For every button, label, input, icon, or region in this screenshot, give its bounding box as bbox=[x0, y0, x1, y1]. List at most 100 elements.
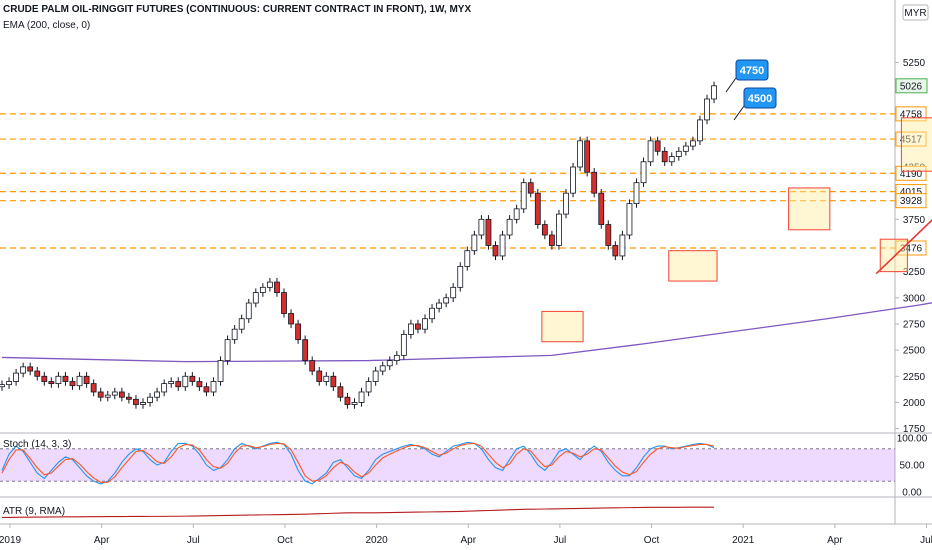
time-tick-label: 2020 bbox=[365, 535, 388, 546]
atr-legend: ATR (9, RMA) bbox=[3, 506, 66, 517]
level-tag-box bbox=[895, 193, 927, 209]
candle bbox=[69, 377, 76, 390]
candle bbox=[358, 387, 365, 407]
candle-body bbox=[549, 234, 555, 246]
candle-body bbox=[252, 292, 259, 304]
plot-background bbox=[0, 0, 895, 524]
candle bbox=[598, 188, 605, 229]
candle bbox=[189, 372, 196, 386]
candle-body bbox=[492, 245, 499, 257]
price-tick-label: 3250 bbox=[903, 267, 926, 278]
candle bbox=[372, 366, 379, 386]
candle bbox=[492, 241, 499, 261]
currency-label: MYR bbox=[904, 8, 926, 19]
candle bbox=[118, 387, 125, 402]
level-tag-label: 4015 bbox=[900, 187, 923, 198]
candle-body bbox=[118, 391, 125, 398]
time-tick-label: Jul bbox=[187, 535, 200, 546]
candle-body bbox=[266, 281, 273, 288]
candle bbox=[619, 230, 626, 261]
candle-body bbox=[682, 145, 689, 152]
candle bbox=[436, 298, 443, 313]
candle bbox=[203, 382, 210, 397]
candle bbox=[556, 209, 562, 250]
callout-label: 4500 bbox=[748, 93, 772, 105]
candle bbox=[76, 372, 83, 390]
candle-body bbox=[48, 381, 55, 385]
candle bbox=[633, 178, 640, 208]
candle-body bbox=[27, 366, 34, 372]
candle bbox=[6, 377, 12, 389]
candle-body bbox=[711, 85, 717, 100]
level-tag-box bbox=[895, 131, 927, 147]
candle bbox=[34, 366, 41, 381]
last-price-label: 5026 bbox=[900, 81, 923, 92]
candle bbox=[520, 178, 527, 214]
candle bbox=[675, 147, 682, 161]
candle bbox=[217, 356, 224, 386]
candle-body bbox=[154, 391, 161, 398]
level-tag-label: 3928 bbox=[900, 196, 923, 207]
candles-group bbox=[0, 81, 717, 409]
candle-body bbox=[34, 370, 41, 377]
stoch-tick-label: 0.00 bbox=[902, 488, 922, 499]
candle-body bbox=[217, 360, 224, 382]
candle-body bbox=[365, 381, 372, 393]
candle bbox=[351, 398, 358, 409]
consolidation-zone bbox=[900, 117, 932, 172]
level-tag-box bbox=[895, 165, 927, 181]
candle bbox=[386, 356, 393, 371]
candle-body bbox=[697, 119, 703, 142]
candle bbox=[541, 220, 548, 240]
candle bbox=[13, 368, 20, 386]
time-tick-label: Oct bbox=[277, 535, 293, 546]
candle bbox=[288, 309, 294, 329]
candle bbox=[0, 380, 5, 391]
candle-body bbox=[654, 140, 661, 152]
candle bbox=[196, 377, 203, 391]
candle-body bbox=[520, 182, 527, 210]
candle bbox=[570, 162, 576, 198]
candle-body bbox=[69, 381, 76, 387]
candle-body bbox=[133, 398, 139, 405]
candle-body bbox=[189, 375, 196, 382]
candle-body bbox=[563, 192, 569, 215]
candle bbox=[274, 277, 280, 297]
candle bbox=[140, 398, 146, 409]
candle bbox=[337, 382, 344, 402]
candle bbox=[154, 387, 161, 402]
candle bbox=[577, 136, 583, 172]
candle bbox=[238, 314, 245, 334]
candle bbox=[506, 215, 513, 240]
candle-body bbox=[584, 140, 591, 173]
candle-body bbox=[485, 218, 492, 246]
candle-body bbox=[203, 386, 210, 393]
candle-body bbox=[161, 383, 168, 393]
level-tag-label: 3476 bbox=[900, 243, 923, 254]
candle-body bbox=[126, 396, 132, 400]
candle-body bbox=[386, 360, 393, 367]
candle bbox=[704, 94, 710, 125]
candle bbox=[266, 277, 273, 292]
candle-body bbox=[196, 381, 203, 388]
candle bbox=[83, 372, 90, 388]
stoch-legend: Stoch (14, 3, 3) bbox=[3, 439, 72, 450]
candle-body bbox=[598, 192, 605, 225]
price-tick-label: 5250 bbox=[903, 58, 926, 69]
price-tick-label: 3000 bbox=[903, 293, 926, 304]
candle-body bbox=[577, 140, 583, 168]
price-tick-label: 2500 bbox=[903, 346, 926, 357]
candle-body bbox=[436, 302, 443, 309]
candle bbox=[457, 262, 464, 292]
candle bbox=[281, 288, 287, 318]
candle bbox=[527, 178, 534, 198]
candle bbox=[309, 356, 316, 376]
last-price-box bbox=[895, 78, 928, 94]
candle-body bbox=[379, 365, 386, 372]
time-tick-label: Jul bbox=[920, 535, 932, 546]
candle-body bbox=[175, 381, 182, 388]
candle bbox=[27, 362, 34, 376]
candle-body bbox=[450, 286, 457, 299]
candle bbox=[252, 288, 259, 308]
